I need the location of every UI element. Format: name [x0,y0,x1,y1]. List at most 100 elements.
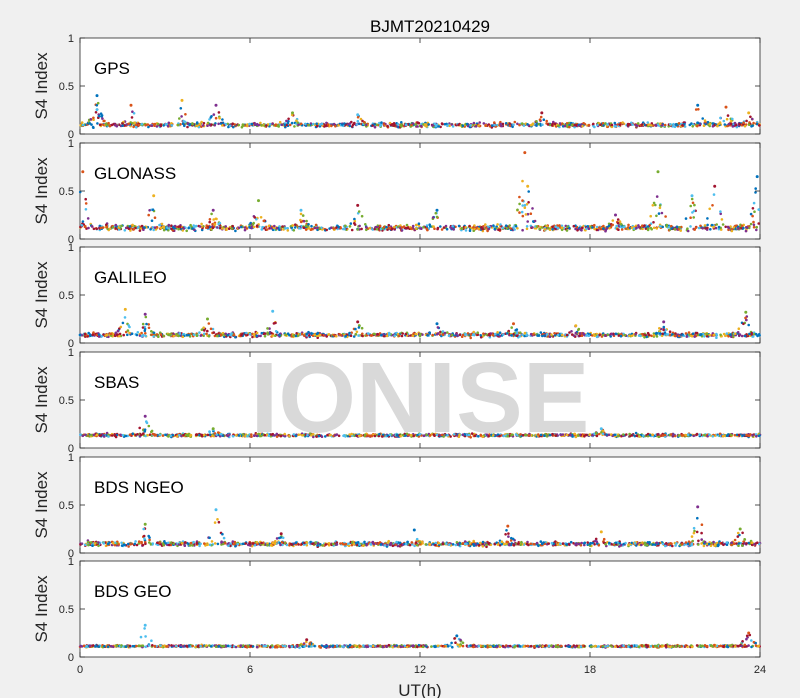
scatter-point [255,334,258,338]
scatter-point [477,227,480,230]
scatter-point [147,424,151,428]
scatter-point [699,224,702,228]
scatter-point [727,122,731,126]
scatter-point [637,225,641,229]
scatter-point [389,123,393,127]
scatter-point [353,217,356,221]
scatter-point [487,332,491,336]
scatter-point [138,229,142,232]
scatter-point [603,122,607,125]
scatter-point [105,223,108,227]
scatter-point [89,334,92,338]
scatter-point [593,125,596,129]
scatter-point [121,433,125,437]
scatter-point [657,212,661,215]
peak-point [206,317,209,321]
scatter-point [379,124,382,127]
scatter-point [753,210,756,213]
scatter-point [708,333,711,337]
scatter-point [255,331,259,335]
scatter-point [400,334,404,338]
scatter-point [404,332,408,336]
scatter-point [371,228,375,231]
scatter-point [209,327,213,331]
peak-point [755,175,759,179]
scatter-point [429,225,432,228]
scatter-point [708,122,712,126]
scatter-point [262,219,266,223]
scatter-point [212,331,216,334]
scatter-point [587,123,591,127]
scatter-point [708,207,711,211]
scatter-point [90,225,94,228]
scatter-point [183,124,186,128]
scatter-point [136,433,139,436]
scatter-point [513,120,517,124]
scatter-point [568,123,571,127]
scatter-point [192,333,196,337]
scatter-point [632,227,636,230]
scatter-point [755,122,759,126]
scatter-point [577,327,581,331]
scatter-point [382,123,386,126]
scatter-point [132,227,136,231]
scatter-point [706,223,709,227]
scatter-point [353,222,356,225]
scatter-point [729,333,732,337]
scatter-point [297,123,300,127]
scatter-point [294,334,298,338]
scatter-point [286,332,290,336]
scatter-point [231,122,234,125]
scatter-point [715,223,718,226]
scatter-point [727,226,731,230]
scatter-point [127,122,130,126]
scatter-point [284,333,288,336]
scatter-point [410,227,413,230]
scatter-point [84,433,87,437]
scatter-point [335,334,338,338]
scatter-point [354,327,357,331]
scatter-point [318,227,322,230]
scatter-point [88,122,92,125]
panel-label: GLONASS [94,164,176,183]
scatter-point [591,226,594,229]
scatter-point [492,224,495,227]
scatter-point [200,328,204,332]
scatter-point [97,114,101,118]
scatter-point [660,211,664,215]
scatter-point [332,227,336,230]
scatter-point [550,333,553,336]
scatter-point [325,121,328,125]
scatter-point [468,224,471,228]
scatter-point [270,331,273,335]
scatter-point [104,334,107,337]
scatter-point [472,226,475,229]
scatter-point [282,228,285,231]
scatter-point [599,123,602,126]
scatter-point [748,332,751,336]
scatter-point [574,227,577,231]
scatter-point [240,333,243,337]
scatter-point [123,229,127,232]
scatter-point [213,123,216,127]
scatter-point [359,117,363,121]
scatter-point [488,124,492,128]
scatter-point [274,334,277,338]
scatter-point [484,124,487,127]
scatter-point [448,124,451,128]
peak-point [152,194,156,198]
scatter-point [706,217,709,220]
scatter-point [663,433,667,437]
scatter-point [371,124,374,127]
scatter-point [299,212,303,216]
scatter-point [620,226,624,229]
scatter-point [228,124,232,128]
scatter-point [752,223,756,227]
scatter-point [81,220,85,223]
scatter-point [552,120,555,124]
scatter-point [422,225,425,229]
scatter-point [400,121,403,124]
peak-point [95,94,99,98]
scatter-point [617,228,620,231]
scatter-point [604,334,607,338]
